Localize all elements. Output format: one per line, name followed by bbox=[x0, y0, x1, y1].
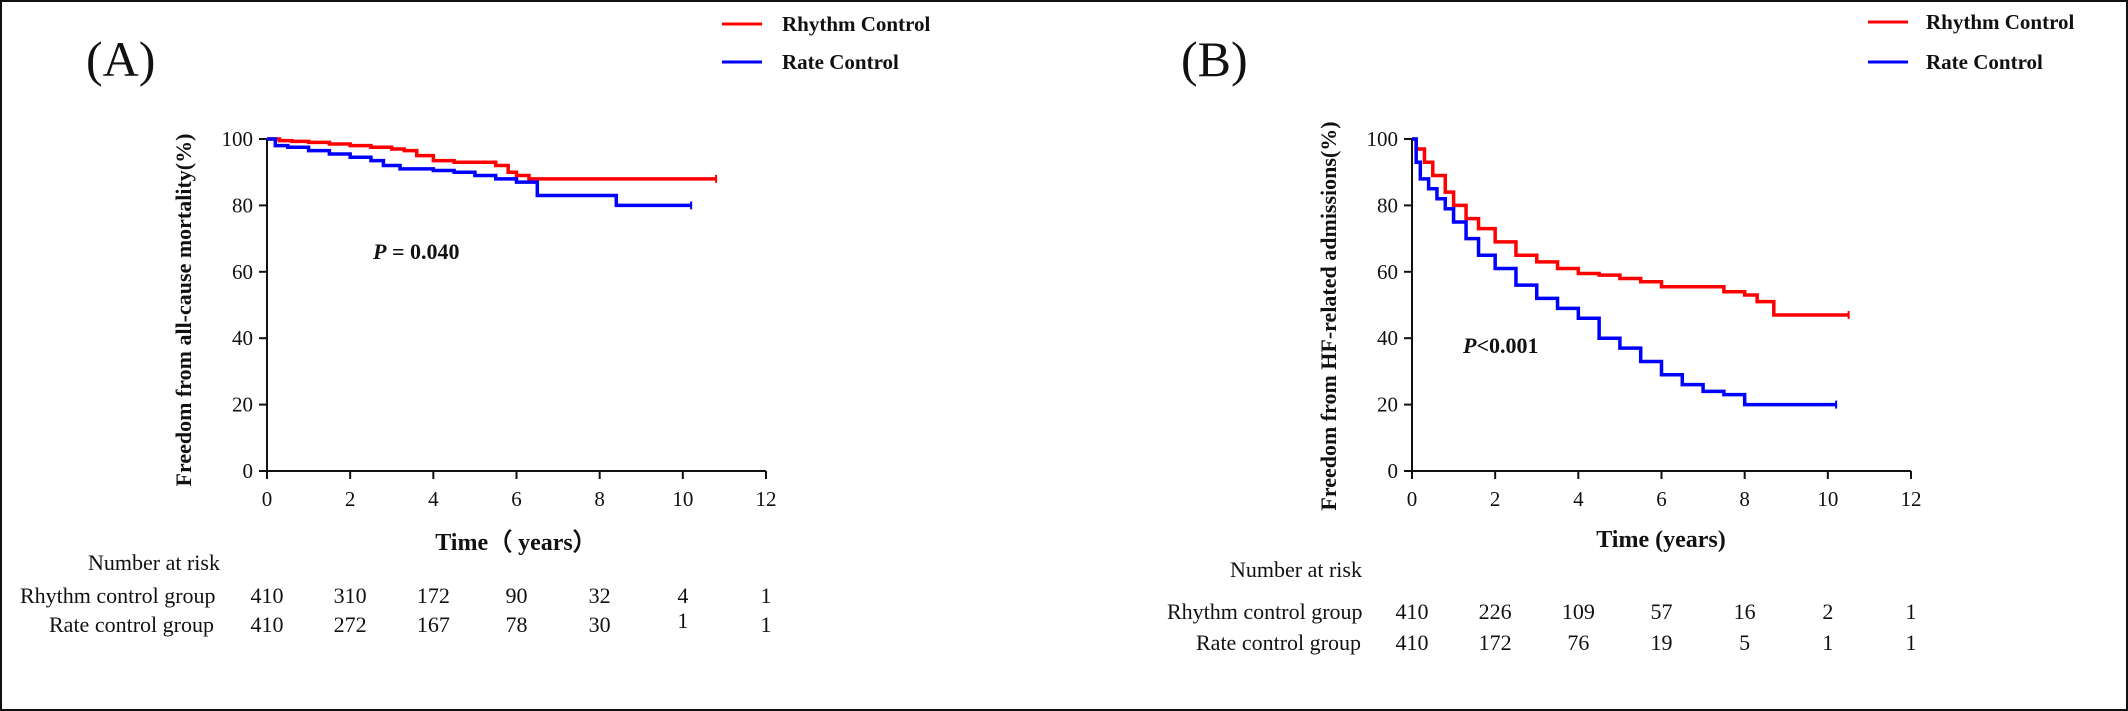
panel-b-y-tick-label: 0 bbox=[1388, 459, 1399, 483]
panel-b-risk-title: Number at risk bbox=[1230, 557, 1362, 582]
panel-b-p-value: P<0.001 bbox=[1462, 333, 1539, 358]
panel-a-y-tick-label: 100 bbox=[222, 127, 254, 151]
panel-a-x-tick-label: 4 bbox=[428, 487, 439, 511]
panel-b-risk-cell: 1 bbox=[1906, 630, 1917, 655]
panel-a-risk-cell: 78 bbox=[506, 612, 528, 637]
panel-b-curves bbox=[1412, 137, 1850, 409]
panel-a-axes: 0 20 40 60 80 100 0 2 4 6 8 10 12 bbox=[222, 127, 777, 511]
panel-b-risk-cell: 1 bbox=[1822, 630, 1833, 655]
panel-b-curve-rate bbox=[1412, 137, 1837, 407]
panel-b-y-tick-label: 100 bbox=[1367, 127, 1399, 151]
panel-b-axes: 0 20 40 60 80 100 0 2 4 6 8 10 12 bbox=[1367, 127, 1922, 511]
panel-a-risk-cell: 410 bbox=[251, 583, 284, 608]
panel-b-y-tick-label: 80 bbox=[1377, 193, 1398, 217]
panel-a-risk-cell: 167 bbox=[417, 612, 450, 637]
panel-a-risk-cell: 30 bbox=[589, 612, 611, 637]
panel-b-risk-cell: 410 bbox=[1396, 630, 1429, 655]
panel-b-risk-table: Number at risk Rhythm control group Rate… bbox=[1167, 557, 1917, 655]
panel-b-risk-cell: 109 bbox=[1562, 599, 1595, 624]
panel-a-risk-cell: 310 bbox=[334, 583, 367, 608]
panel-b-x-tick-label: 0 bbox=[1407, 487, 1418, 511]
panel-a-x-tick-label: 2 bbox=[345, 487, 356, 511]
panel-a-risk-cell: 1 bbox=[677, 608, 688, 633]
panel-b-risk-cell: 57 bbox=[1651, 599, 1673, 624]
panel-a: (A) Rhythm Control Rate Control 02040608… bbox=[20, 12, 931, 637]
panel-b-p-text: <0.001 bbox=[1476, 333, 1538, 358]
panel-a-risk-cell: 272 bbox=[334, 612, 367, 637]
panel-b: (B) Rhythm Control Rate Control 02040608… bbox=[1167, 10, 2075, 655]
panel-b-curve-rhythm bbox=[1412, 137, 1849, 317]
panel-a-risk-row-label-rate: Rate control group bbox=[49, 612, 214, 637]
panel-b-risk-cell: 76 bbox=[1567, 630, 1589, 655]
panel-a-y-axis-label: Freedom from all-cause mortality(%) bbox=[171, 134, 196, 487]
panel-b-x-tick-label: 2 bbox=[1490, 487, 1501, 511]
panel-a-x-tick-label: 0 bbox=[262, 487, 273, 511]
panel-b-risk-cell: 16 bbox=[1734, 599, 1756, 624]
panel-a-curve-rate bbox=[267, 137, 692, 208]
panel-a-p-text: = 0.040 bbox=[386, 239, 459, 264]
panel-a-y-tick-label: 80 bbox=[232, 193, 253, 217]
panel-b-risk-cell: 410 bbox=[1396, 599, 1429, 624]
legend-a-rate-label: Rate Control bbox=[782, 50, 899, 74]
panel-a-x-tick-label: 6 bbox=[511, 487, 522, 511]
panel-a-risk-row-label-rhythm: Rhythm control group bbox=[20, 583, 216, 608]
panel-a-risk-cell: 32 bbox=[589, 583, 611, 608]
panel-b-x-tick-label: 4 bbox=[1573, 487, 1584, 511]
panel-b-x-tick-label: 8 bbox=[1739, 487, 1750, 511]
panel-b-label: (B) bbox=[1181, 31, 1248, 87]
panel-a-x-tick-label: 12 bbox=[756, 487, 777, 511]
panel-a-curve-rhythm bbox=[267, 137, 717, 181]
panel-a-risk-cell: 410 bbox=[251, 612, 284, 637]
panel-a-risk-table: Number at risk Rhythm control group Rate… bbox=[20, 550, 772, 637]
panel-a-y-tick-label: 60 bbox=[232, 260, 253, 284]
panel-a-p-letter: P bbox=[372, 239, 387, 264]
panel-b-risk-cell: 226 bbox=[1479, 599, 1512, 624]
panel-a-legend: Rhythm Control Rate Control bbox=[722, 12, 931, 74]
panel-b-x-tick-label: 12 bbox=[1901, 487, 1922, 511]
panel-b-y-tick-label: 20 bbox=[1377, 393, 1398, 417]
panel-b-y-axis-label: Freedom from HF-related admissions(%) bbox=[1316, 121, 1341, 510]
panel-a-risk-cell: 1 bbox=[761, 612, 772, 637]
panel-b-risk-cell: 1 bbox=[1906, 599, 1917, 624]
panel-b-risk-cell: 172 bbox=[1479, 630, 1512, 655]
legend-b-rhythm-label: Rhythm Control bbox=[1926, 10, 2075, 34]
panel-a-risk-cell: 90 bbox=[506, 583, 528, 608]
panel-a-y-tick-label: 20 bbox=[232, 393, 253, 417]
panel-a-x-tick-label: 8 bbox=[594, 487, 605, 511]
panel-b-x-tick-label: 6 bbox=[1656, 487, 1667, 511]
legend-b-rate-label: Rate Control bbox=[1926, 50, 2043, 74]
panel-b-x-tick-label: 10 bbox=[1817, 487, 1838, 511]
panel-a-x-axis-label: Time（ years） bbox=[435, 529, 597, 556]
panel-b-risk-cell: 19 bbox=[1651, 630, 1673, 655]
panel-b-legend: Rhythm Control Rate Control bbox=[1868, 10, 2075, 74]
legend-a-rhythm-label: Rhythm Control bbox=[782, 12, 931, 36]
panel-a-risk-cell: 172 bbox=[417, 583, 450, 608]
panel-a-curves bbox=[267, 137, 718, 210]
panel-b-y-tick-label: 40 bbox=[1377, 326, 1398, 350]
panel-b-y-tick-label: 60 bbox=[1377, 260, 1398, 284]
panel-a-risk-title: Number at risk bbox=[88, 550, 220, 575]
panel-a-risk-cell: 4 bbox=[677, 583, 688, 608]
panel-b-risk-cell: 5 bbox=[1739, 630, 1750, 655]
panel-b-p-letter: P bbox=[1462, 333, 1477, 358]
panel-a-y-tick-label: 40 bbox=[232, 326, 253, 350]
panel-b-risk-row-label-rate: Rate control group bbox=[1196, 630, 1361, 655]
panel-a-x-tick-label: 10 bbox=[672, 487, 693, 511]
panel-b-x-axis-label: Time (years) bbox=[1596, 527, 1726, 553]
panel-a-p-value: P = 0.040 bbox=[372, 239, 460, 264]
panel-a-risk-cell: 1 bbox=[761, 583, 772, 608]
panel-a-y-tick-label: 0 bbox=[243, 459, 254, 483]
panel-b-risk-row-label-rhythm: Rhythm control group bbox=[1167, 599, 1363, 624]
panel-b-risk-cell: 2 bbox=[1822, 599, 1833, 624]
panel-a-label: (A) bbox=[86, 31, 155, 87]
